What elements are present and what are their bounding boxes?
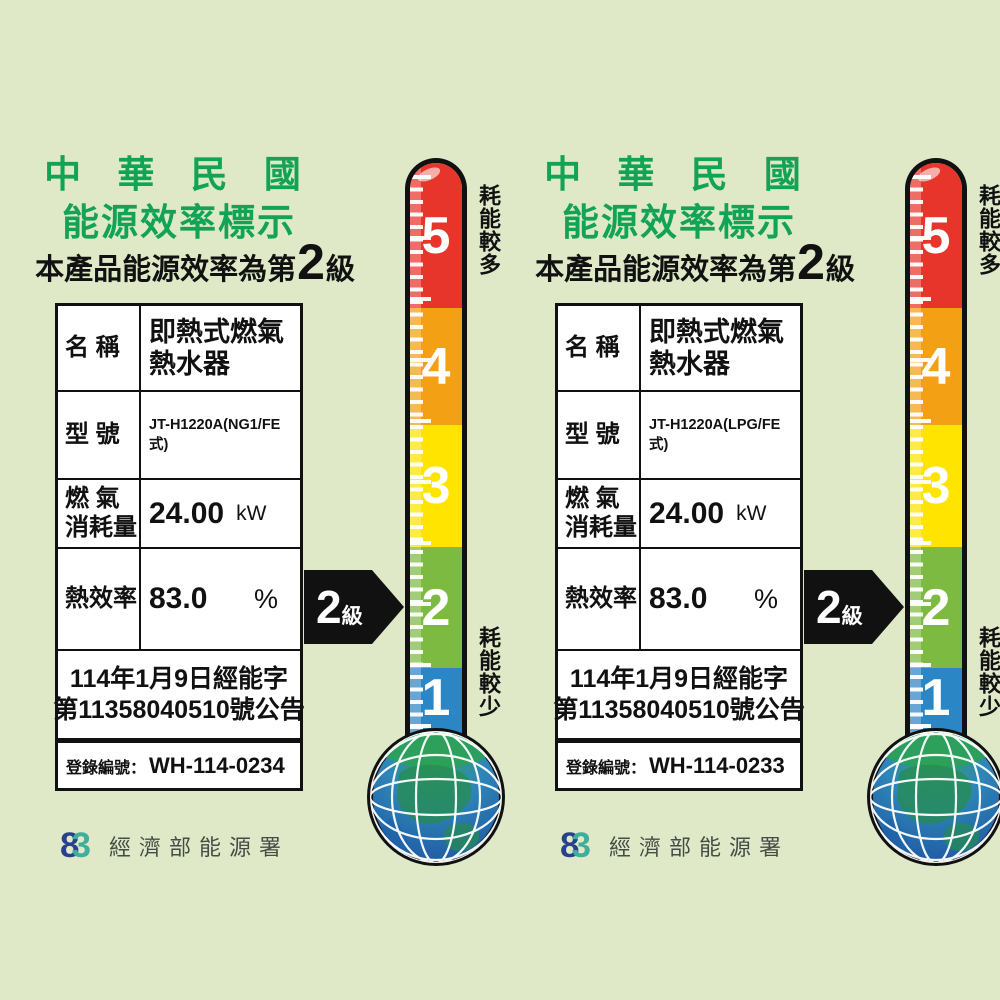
efficiency-unit: % <box>253 583 278 614</box>
announcement-line1: 114年1月9日經能字 <box>69 665 289 693</box>
logo-glyph-left: 8 <box>60 826 80 865</box>
grade-arrow-number: 2 <box>316 581 342 633</box>
moea-energy-logo-icon: 8 3 <box>560 828 591 863</box>
name-value: 即熱式燃氣 熱水器 <box>641 306 800 390</box>
efficiency-number: 83.0 <box>149 582 208 615</box>
grade-arrow-unit: 級 <box>841 605 863 628</box>
table-row-name: 名 稱 即熱式燃氣 熱水器 <box>558 306 800 390</box>
name-label: 名 稱 <box>58 306 141 390</box>
spec-table: 名 稱 即熱式燃氣 熱水器 型 號 JT-H1220A(LPG/FE式) 燃 氣… <box>553 303 805 791</box>
footer: 8 3 經濟部能源署 <box>60 828 289 863</box>
gas-value: 24.00 <box>649 496 725 530</box>
name-label: 名 稱 <box>558 306 641 390</box>
grade-arrow: 2 級 <box>804 570 904 644</box>
table-row-model: 型 號 JT-H1220A(LPG/FE式) <box>558 390 800 478</box>
tube-major-tick-marks <box>410 175 431 756</box>
announcement-text: 114年1月9日經能字 第11358040510號公告 <box>553 649 805 738</box>
model-label: 型 號 <box>58 392 141 478</box>
announcement-line1: 114年1月9日經能字 <box>569 665 789 693</box>
logo-glyph-right: 3 <box>71 826 91 865</box>
model-label: 型 號 <box>558 392 641 478</box>
label-title-line2: 能源效率標示 <box>562 202 796 243</box>
grade-sentence: 本產品能源效率為第 2 級 <box>530 234 860 290</box>
grade-sentence-prefix: 本產品能源效率為第 <box>535 254 797 286</box>
footer: 8 3 經濟部能源署 <box>560 828 789 863</box>
efficiency-label: 熱效率 <box>558 549 641 649</box>
grade-number: 2 <box>297 234 325 290</box>
energy-label-lpg: 中 華 民 國 能源效率標示 本產品能源效率為第 2 級 名 稱 即熱式燃氣 熱… <box>535 140 1000 900</box>
globe-icon <box>867 728 1000 866</box>
thermometer-tube: 5 4 3 2 1 <box>905 158 967 760</box>
grade-sentence-suffix: 級 <box>825 254 855 286</box>
name-value-line1: 即熱式燃氣 <box>649 316 784 347</box>
gas-label-line1: 燃 氣 <box>65 484 120 512</box>
registration-row: 登錄編號： WH-114-0234 <box>58 738 300 788</box>
spec-table: 名 稱 即熱式燃氣 熱水器 型 號 JT-H1220A(NG1/FE式) 燃 氣… <box>53 303 305 791</box>
announcement-line2: 第11358040510號公告 <box>53 695 305 724</box>
grade-sentence-suffix: 級 <box>325 254 355 286</box>
efficiency-unit: % <box>753 583 778 614</box>
efficiency-number: 83.0 <box>649 582 708 615</box>
high-consumption-label: 耗能較多 <box>476 184 501 276</box>
table-row-name: 名 稱 即熱式燃氣 熱水器 <box>58 306 300 390</box>
thermometer-tube: 5 4 3 2 1 <box>405 158 467 760</box>
grade-arrow-unit: 級 <box>341 605 363 628</box>
name-value-line2: 熱水器 <box>149 349 230 379</box>
efficiency-value: 83.0 % <box>141 549 300 649</box>
globe-icon <box>367 728 505 866</box>
label-title-line1: 中 華 民 國 <box>44 154 314 195</box>
table-row-gas-consumption: 燃 氣 消耗量 24.00 kW <box>558 478 800 547</box>
logo-glyph-left: 8 <box>560 826 580 865</box>
model-value: JT-H1220A(NG1/FE式) <box>149 416 281 453</box>
table-row-gas-consumption: 燃 氣 消耗量 24.00 kW <box>58 478 300 547</box>
gas-consumption-value: 24.00 kW <box>641 480 800 547</box>
gas-consumption-label: 燃 氣 消耗量 <box>558 480 641 547</box>
grade-sentence-prefix: 本產品能源效率為第 <box>35 254 297 286</box>
gas-unit: kW <box>736 501 767 525</box>
name-value-line1: 即熱式燃氣 <box>149 316 284 347</box>
tube-major-tick-marks <box>910 175 931 756</box>
gas-value: 24.00 <box>149 496 225 530</box>
label-title-line2: 能源效率標示 <box>62 202 296 243</box>
name-value: 即熱式燃氣 熱水器 <box>141 306 300 390</box>
low-consumption-label: 耗能較少 <box>976 626 1000 718</box>
gas-unit: kW <box>236 501 267 525</box>
grade-arrow: 2 級 <box>304 570 404 644</box>
registration-number: WH-114-0233 <box>649 752 785 778</box>
grade-number: 2 <box>797 234 825 290</box>
high-consumption-label: 耗能較多 <box>976 184 1000 276</box>
gas-label-line1: 燃 氣 <box>565 484 620 512</box>
table-row-efficiency: 熱效率 83.0 % <box>58 547 300 649</box>
announcement-text: 114年1月9日經能字 第11358040510號公告 <box>53 649 305 738</box>
model-value: JT-H1220A(LPG/FE式) <box>649 416 781 453</box>
energy-label-ng: 中 華 民 國 能源效率標示 本產品能源效率為第 2 級 名 稱 即熱式燃氣 熱… <box>35 140 505 900</box>
low-consumption-label: 耗能較少 <box>476 626 501 718</box>
grade-sentence: 本產品能源效率為第 2 級 <box>30 234 360 290</box>
registration-number: WH-114-0234 <box>149 752 285 778</box>
gas-label-line2: 消耗量 <box>565 513 637 541</box>
efficiency-value: 83.0 % <box>641 549 800 649</box>
gas-label-line2: 消耗量 <box>65 513 137 541</box>
logo-glyph-right: 3 <box>571 826 591 865</box>
label-title-line1: 中 華 民 國 <box>544 154 814 195</box>
table-row-model: 型 號 JT-H1220A(NG1/FE式) <box>58 390 300 478</box>
registration-label: 登錄編號： <box>566 759 647 777</box>
agency-name: 經濟部能源署 <box>608 834 789 860</box>
registration-label: 登錄編號： <box>66 759 147 777</box>
gas-consumption-value: 24.00 kW <box>141 480 300 547</box>
table-row-efficiency: 熱效率 83.0 % <box>558 547 800 649</box>
moea-energy-logo-icon: 8 3 <box>60 828 91 863</box>
efficiency-label: 熱效率 <box>58 549 141 649</box>
grade-arrow-number: 2 <box>816 581 842 633</box>
name-value-line2: 熱水器 <box>649 349 730 379</box>
agency-name: 經濟部能源署 <box>108 834 289 860</box>
registration-row: 登錄編號： WH-114-0233 <box>558 738 800 788</box>
gas-consumption-label: 燃 氣 消耗量 <box>58 480 141 547</box>
announcement-line2: 第11358040510號公告 <box>553 695 805 724</box>
